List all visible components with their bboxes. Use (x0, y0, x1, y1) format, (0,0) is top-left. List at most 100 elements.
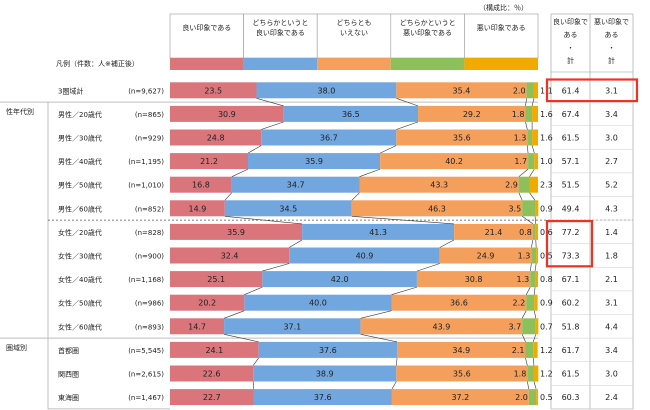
good-total: 60.2 (562, 299, 580, 308)
row-label: 女性／60歳代 (58, 322, 102, 331)
bar-segment (170, 176, 232, 193)
row-label: 東海圏 (58, 393, 79, 402)
connector-line (529, 192, 536, 201)
bar-segment (525, 341, 534, 358)
row-sample-size: (n=1,467) (128, 394, 164, 402)
good-total: 57.1 (562, 157, 580, 166)
bar-segment (535, 271, 538, 288)
totals-header-label: ・ (608, 44, 615, 52)
bar-segment (535, 223, 538, 240)
data-label: 1.2 (540, 346, 553, 355)
data-label: 34.5 (279, 204, 297, 213)
data-label: 35.4 (453, 86, 471, 95)
bar-segment (533, 341, 538, 358)
bar-segment (526, 294, 535, 311)
data-label: 24.1 (205, 346, 223, 355)
connector-line (525, 286, 531, 295)
data-label: 36.5 (342, 110, 360, 119)
good-total: 73.3 (562, 252, 580, 261)
connector-line (525, 121, 528, 130)
connector-line (531, 145, 535, 154)
highlight-box (545, 78, 639, 103)
data-label: 1.7 (514, 157, 527, 166)
row-label: 女性／20歳代 (58, 228, 102, 237)
data-label: 1.6 (540, 134, 553, 143)
data-label: 22.6 (203, 370, 221, 379)
data-label: 46.3 (428, 204, 446, 213)
good-total: 61.5 (562, 370, 580, 379)
data-label: 1.3 (518, 252, 531, 261)
data-label: 0.8 (540, 275, 553, 284)
series-header-box (390, 13, 465, 59)
connector-line (518, 168, 529, 177)
data-label: 21.4 (485, 228, 503, 237)
bar-segment (380, 153, 529, 170)
data-label: 37.1 (283, 322, 301, 331)
bar-segment (396, 365, 528, 382)
good-total: 61.4 (562, 86, 580, 95)
data-label: 21.2 (200, 157, 218, 166)
row-sample-size: (n=5,545) (128, 347, 164, 355)
data-label: 1.3 (514, 134, 527, 143)
bar-segment (527, 365, 534, 382)
bar-segment (170, 365, 254, 382)
data-label: 37.2 (451, 393, 469, 402)
connector-line (439, 239, 455, 248)
data-label: 1.2 (540, 370, 553, 379)
data-label: 20.2 (198, 299, 216, 308)
connector-line (534, 263, 537, 272)
good-total: 51.5 (562, 181, 580, 190)
bar-segment (391, 389, 529, 406)
bar-segment (170, 271, 263, 288)
bar-segment (170, 223, 303, 240)
data-label: 43.9 (432, 322, 450, 331)
data-label: 29.2 (463, 110, 481, 119)
good-total: 61.7 (562, 346, 580, 355)
data-label: 41.3 (369, 228, 387, 237)
connector-line (532, 334, 537, 342)
series-header-label: いえない (340, 29, 368, 37)
totals-header-label: 悪い印象で (594, 17, 629, 26)
connector-line (231, 168, 249, 177)
connector-line (396, 121, 419, 130)
group-label: 性年代別 (6, 107, 34, 116)
bar-segment (439, 247, 532, 264)
bad-total: 3.1 (605, 86, 618, 95)
bar-segment (359, 176, 519, 193)
series-header-box (464, 13, 539, 59)
row-label: 女性／30歳代 (58, 252, 102, 261)
bar-segment (253, 365, 397, 382)
bar-segment (170, 294, 245, 311)
bar-segment (528, 153, 535, 170)
connector-line (351, 192, 360, 201)
data-label: 30.8 (465, 275, 483, 284)
bar-segment (528, 389, 537, 406)
data-label: 40.2 (445, 157, 463, 166)
bad-total: 3.4 (605, 110, 618, 119)
good-total: 49.4 (562, 204, 580, 213)
connector-line (359, 168, 381, 177)
bad-total: 3.0 (605, 370, 618, 379)
row-sample-size: (n=1,010) (128, 182, 164, 190)
data-label: 34.9 (452, 346, 470, 355)
bar-segment (518, 176, 530, 193)
data-label: 1.8 (514, 370, 527, 379)
data-label: 37.6 (314, 393, 332, 402)
data-label: 14.7 (188, 322, 206, 331)
series-header-label: どちらかというと (400, 19, 456, 27)
connector-line (360, 310, 392, 319)
series-header-box (316, 13, 392, 59)
data-label: 24.8 (207, 134, 225, 143)
bar-segment (534, 294, 538, 311)
bar-segment (170, 247, 290, 264)
data-label: 0.7 (540, 322, 553, 331)
connector-line (532, 357, 535, 366)
good-total: 67.1 (562, 275, 580, 284)
data-label: 1.3 (517, 275, 530, 284)
series-header-label: 良い印象である (182, 23, 231, 32)
data-label: 40.9 (356, 252, 374, 261)
series-header-label: 悪い印象である (403, 28, 452, 37)
data-label: 25.1 (207, 275, 225, 284)
data-label: 35.9 (227, 228, 245, 237)
